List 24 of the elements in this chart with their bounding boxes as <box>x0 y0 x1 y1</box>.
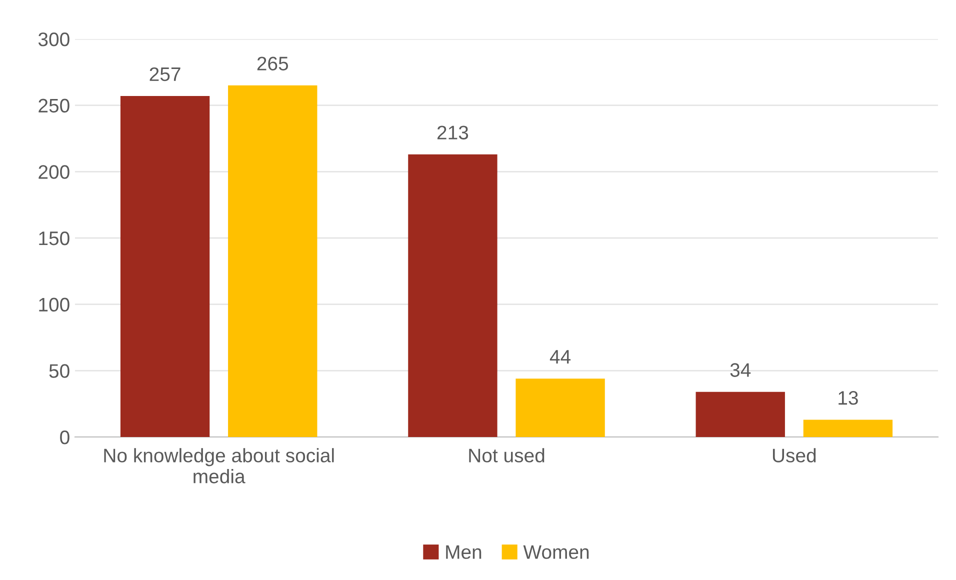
y-tick-label: 0 <box>60 430 70 444</box>
y-tick-label: 200 <box>38 165 70 179</box>
bar <box>120 96 210 437</box>
x-tick-label: Not used <box>469 448 544 462</box>
y-tick-label: 250 <box>38 98 70 113</box>
y-tick-label: 300 <box>38 32 70 46</box>
data-label: 257 <box>150 67 180 82</box>
data-label: 44 <box>550 350 571 364</box>
bar <box>516 378 605 437</box>
bar <box>228 85 318 437</box>
y-tick-label: 150 <box>39 231 70 246</box>
data-label: 13 <box>838 391 858 405</box>
data-label: 213 <box>437 126 468 140</box>
x-tick-label: No knowledge about social media <box>104 448 334 484</box>
x-tick-label: Used <box>772 448 816 462</box>
bar <box>803 420 893 437</box>
bar <box>696 392 785 437</box>
bar <box>408 154 498 437</box>
y-tick-label: 50 <box>49 364 70 378</box>
y-tick-label: 100 <box>39 298 70 312</box>
legend-label: Women <box>523 545 589 559</box>
data-label: 265 <box>257 56 288 70</box>
legend-label: Men <box>446 545 482 559</box>
data-label: 34 <box>730 363 751 377</box>
